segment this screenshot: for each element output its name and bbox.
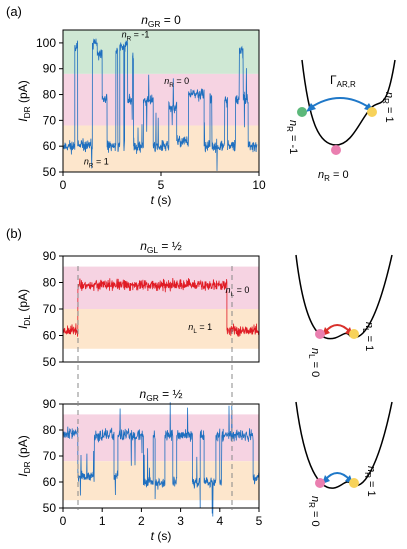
state-band-0 [63, 266, 259, 309]
x-tick-label: 1 [99, 514, 106, 528]
y-tick-label: 70 [43, 113, 57, 127]
state-dot-1-b2 [349, 478, 359, 488]
state-dot-plus1 [367, 107, 377, 117]
state-band-1 [63, 461, 259, 501]
y-tick-label: 60 [43, 475, 57, 489]
x-tick-label: 2 [138, 514, 145, 528]
transition-arrow-b1 [324, 324, 351, 333]
state-label-0-a: nR = 0 [318, 169, 349, 183]
band-label-1: nL = 1 [188, 322, 212, 335]
current-trace [62, 277, 260, 337]
state-dot-1-b1 [349, 329, 359, 339]
y-tick-label: 80 [43, 423, 57, 437]
potential-curve-a [301, 59, 396, 146]
gamma-label: ΓAR,R [330, 73, 356, 89]
chart-title: nGR = ½ [140, 387, 183, 403]
potential-diagram-b2: nR = 0 nR = 1 [295, 401, 393, 527]
y-tick-label: 70 [43, 449, 57, 463]
y-tick-label: 90 [43, 397, 57, 411]
current-trace [62, 402, 260, 517]
state-band-2 [63, 125, 259, 172]
x-tick-label: 3 [177, 514, 184, 528]
y-tick-label: 60 [43, 139, 57, 153]
y-axis-label: IDR (pA) [16, 435, 32, 476]
potential-diagram-a: ΓAR,R nR = -1 nR = 1 nR = 0 [285, 59, 396, 183]
state-band-0 [63, 414, 259, 462]
x-tick-label: 4 [216, 514, 223, 528]
y-tick-label: 70 [43, 302, 57, 316]
y-tick-label: 90 [43, 62, 57, 76]
state-label-1-b2: nR = 1 [363, 466, 377, 497]
panel-label-b: (b) [6, 226, 22, 241]
state-label-plus1: nR = 1 [381, 92, 395, 123]
state-label-1-b1: nL = 1 [361, 322, 375, 351]
potential-curve-b1 [295, 254, 393, 340]
chart-title: nGR = 0 [141, 13, 181, 29]
transition-arrow-b2 [324, 472, 351, 481]
state-label-0-b1: nL = 0 [307, 348, 321, 377]
y-tick-label: 100 [36, 36, 56, 50]
potential-diagram-b1: nL = 0 nL = 1 [295, 254, 393, 377]
state-dot-0-b2 [315, 478, 325, 488]
state-dot-0-a [331, 145, 341, 155]
chart-title: nGL = ½ [140, 239, 182, 255]
x-tick-label: 5 [256, 514, 263, 528]
state-dot-0-b1 [315, 329, 325, 339]
chart-b-top: nL = 0 nL = 1 50 60 70 80 90 nGL = ½ IDL (pA) [16, 239, 260, 369]
band-label-0: nL = 0 [226, 285, 250, 298]
state-band-1 [63, 309, 259, 349]
x-tick-label: 0 [60, 178, 67, 192]
y-tick-label: 50 [43, 501, 57, 515]
band-label-1: nR = 0 [164, 76, 189, 89]
y-tick-label: 50 [43, 355, 57, 369]
chart-a: nR = -1 nR = 0 nR = 1 50 60 70 80 90 100 0 5 10 nGR … [16, 13, 266, 207]
panel-label-a: (a) [6, 4, 22, 19]
chart-b-bottom: 50 60 70 80 90 0 1 2 3 4 5 nGR = ½ IDR (pA) t (s) [16, 387, 263, 543]
state-band-0 [63, 30, 259, 74]
y-tick-label: 80 [43, 88, 57, 102]
state-label-minus1: nR = -1 [285, 120, 299, 154]
x-tick-label: 5 [158, 178, 165, 192]
y-tick-label: 50 [43, 165, 57, 179]
y-tick-label: 90 [43, 249, 57, 263]
y-axis-label: IDR (pA) [16, 80, 32, 121]
x-axis-label: t (s) [151, 193, 172, 207]
y-tick-label: 80 [43, 276, 57, 290]
arrowhead-left-a [306, 103, 316, 112]
state-label-0-b2: nR = 0 [307, 496, 321, 527]
x-axis-label: t (s) [151, 529, 172, 543]
x-tick-label: 10 [252, 178, 266, 192]
band-label-0: nR = -1 [122, 30, 150, 43]
potential-curve-b2 [295, 401, 393, 489]
current-trace [62, 38, 258, 171]
state-dot-minus1 [297, 107, 307, 117]
y-tick-label: 60 [43, 329, 57, 343]
x-tick-label: 0 [60, 514, 67, 528]
y-axis-label: IDL (pA) [16, 289, 32, 329]
band-label-2: nR = 1 [84, 156, 109, 169]
transition-arrow-a [309, 97, 371, 109]
